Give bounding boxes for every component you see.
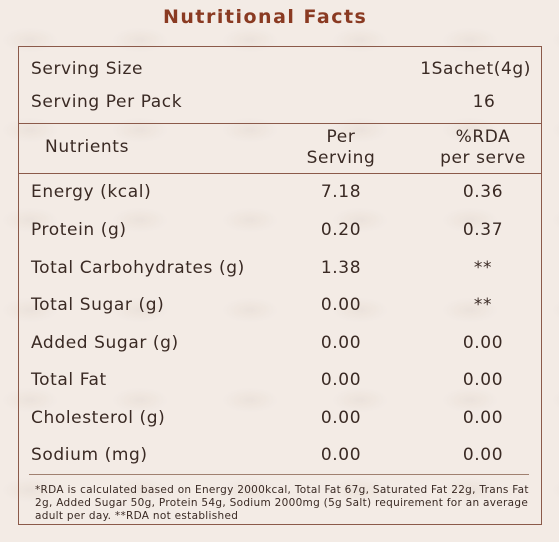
per-serving-value: 0.00: [320, 445, 362, 465]
rda-header-line2: per serve: [440, 148, 526, 168]
per-serving-header-line2: Serving: [306, 148, 376, 168]
per-serving-header-line1: Per: [326, 127, 356, 147]
serving-per-pack-value: 16: [472, 92, 496, 112]
nutrient-name: Total Sugar (g): [31, 295, 165, 315]
per-serving-value: 7.18: [320, 182, 362, 202]
serving-size-value: 1Sachet(4g): [420, 59, 531, 79]
footnote: *RDA is calculated based on Energy 2000k…: [35, 484, 529, 522]
per-serving-value: 0.20: [320, 220, 362, 240]
rda-value: 0.37: [462, 220, 504, 240]
rda-value: 0.00: [462, 370, 504, 390]
rda-value: 0.00: [462, 445, 504, 465]
per-serving-value: 0.00: [320, 333, 362, 353]
divider: [19, 173, 541, 174]
serving-per-pack-label: Serving Per Pack: [31, 92, 183, 112]
nutrient-name: Energy (kcal): [31, 182, 152, 202]
nutrition-panel: Serving Size 1Sachet(4g) Serving Per Pac…: [18, 46, 542, 525]
rda-value: 0.00: [462, 333, 504, 353]
nutrient-name: Added Sugar (g): [31, 333, 179, 353]
nutrient-name: Total Carbohydrates (g): [31, 258, 245, 278]
rda-header-line1: %RDA: [455, 127, 511, 147]
nutrient-name: Sodium (mg): [31, 445, 148, 465]
nutrient-name: Total Fat: [31, 370, 107, 390]
page-title: Nutritional Facts: [163, 6, 368, 28]
nutrients-header: Nutrients: [45, 137, 130, 157]
per-serving-value: 0.00: [320, 408, 362, 428]
rda-value: **: [473, 295, 493, 315]
per-serving-value: 1.38: [320, 258, 362, 278]
serving-size-label: Serving Size: [31, 59, 144, 79]
nutrient-name: Cholesterol (g): [31, 408, 166, 428]
rda-value: 0.00: [462, 408, 504, 428]
per-serving-value: 0.00: [320, 295, 362, 315]
divider: [19, 123, 541, 124]
rda-value: 0.36: [462, 182, 504, 202]
per-serving-value: 0.00: [320, 370, 362, 390]
nutrient-name: Protein (g): [31, 220, 127, 240]
divider: [29, 474, 529, 475]
rda-value: **: [473, 258, 493, 278]
